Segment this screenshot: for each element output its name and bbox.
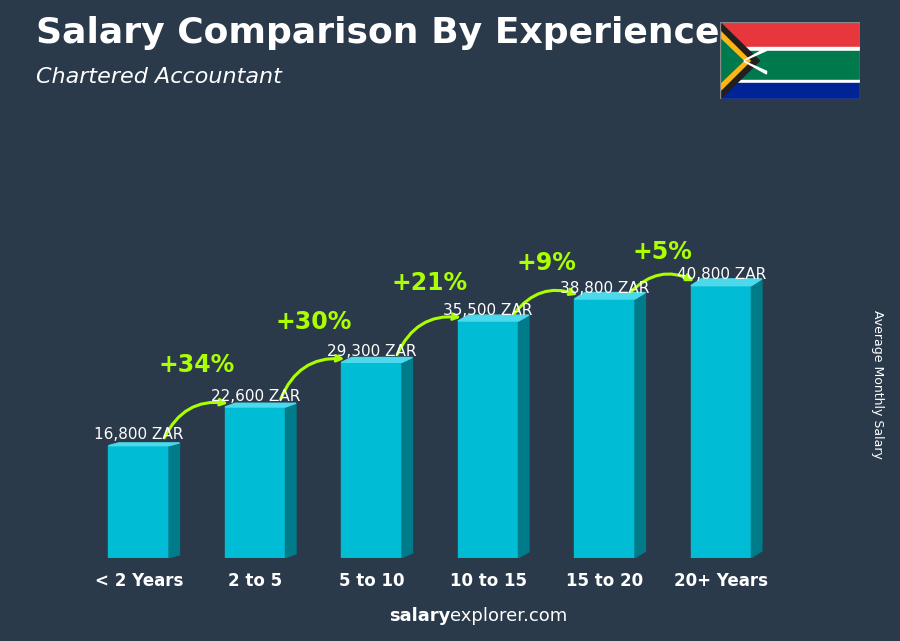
Polygon shape (225, 403, 296, 407)
Text: +21%: +21% (392, 271, 468, 295)
Polygon shape (285, 403, 296, 558)
Polygon shape (635, 292, 645, 558)
Polygon shape (743, 48, 767, 61)
Polygon shape (720, 31, 751, 91)
Bar (691, 286, 752, 558)
Polygon shape (341, 358, 412, 362)
Bar (720, 80, 859, 83)
Polygon shape (458, 315, 529, 321)
Text: Average Monthly Salary: Average Monthly Salary (871, 310, 884, 459)
Text: 40,800 ZAR: 40,800 ZAR (677, 267, 766, 282)
Bar (574, 299, 635, 558)
Bar (720, 51, 859, 80)
Bar (341, 362, 402, 558)
Bar (108, 445, 169, 558)
Text: explorer.com: explorer.com (450, 607, 567, 625)
Text: 22,600 ZAR: 22,600 ZAR (211, 388, 300, 404)
Text: salary: salary (389, 607, 450, 625)
Text: +34%: +34% (158, 353, 235, 377)
Polygon shape (691, 279, 762, 286)
Polygon shape (743, 61, 767, 74)
Bar (720, 83, 859, 99)
Polygon shape (574, 292, 645, 299)
Polygon shape (720, 22, 760, 99)
Text: 35,500 ZAR: 35,500 ZAR (444, 303, 533, 318)
Bar (720, 47, 859, 51)
Text: +9%: +9% (517, 251, 576, 275)
Polygon shape (169, 443, 179, 558)
Text: Salary Comparison By Experience: Salary Comparison By Experience (36, 16, 719, 50)
Text: 16,800 ZAR: 16,800 ZAR (94, 428, 184, 442)
Text: +5%: +5% (633, 240, 693, 263)
Polygon shape (402, 358, 412, 558)
Bar (458, 321, 518, 558)
Polygon shape (518, 315, 529, 558)
Text: 38,800 ZAR: 38,800 ZAR (560, 281, 650, 296)
Polygon shape (752, 279, 762, 558)
Bar (225, 407, 285, 558)
Text: 29,300 ZAR: 29,300 ZAR (327, 344, 417, 359)
Bar (720, 22, 859, 48)
Polygon shape (108, 443, 179, 445)
Text: +30%: +30% (275, 310, 352, 335)
Polygon shape (720, 38, 743, 83)
Text: Chartered Accountant: Chartered Accountant (36, 67, 282, 87)
